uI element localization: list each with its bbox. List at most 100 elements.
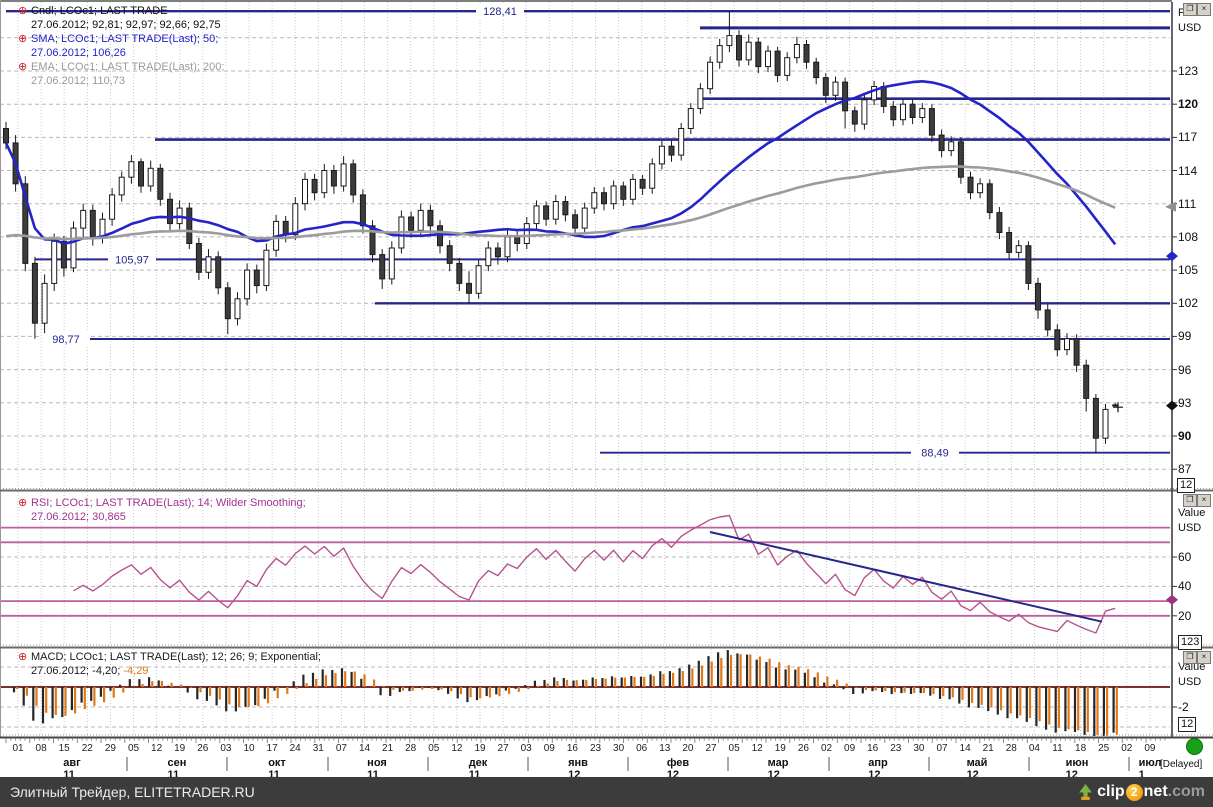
day-tick-label: 29 — [104, 743, 116, 754]
macd-restore-button[interactable]: ❐ — [1183, 651, 1197, 664]
candle — [388, 241, 395, 285]
candle — [687, 103, 694, 134]
sma-line[interactable] — [4, 80, 1117, 246]
axis-marker-diamond — [1166, 594, 1178, 605]
legend-candle[interactable]: ⊕ Cndl; LCOc1; LAST TRADE 27.06.2012; 92,… — [18, 4, 221, 32]
candle — [919, 103, 926, 123]
rsi-close-button[interactable]: × — [1197, 494, 1211, 507]
connection-status-dot — [1186, 738, 1203, 755]
rsi-trendline[interactable] — [709, 531, 1103, 623]
macd-tick-label: -2 — [1178, 700, 1189, 714]
candle — [774, 46, 781, 83]
candle — [851, 106, 858, 132]
logo-word2: net — [1143, 783, 1168, 800]
candle — [244, 263, 251, 306]
axis-marker-arrow — [1165, 201, 1176, 212]
candle — [1006, 226, 1013, 259]
day-tick-label: 16 — [867, 743, 879, 754]
legend-candle-values: 27.06.2012; 92,81; 92,97; 92,66; 92,75 — [31, 19, 221, 31]
candle — [195, 238, 202, 280]
candle — [311, 173, 318, 201]
day-tick-label: 12 — [451, 743, 463, 754]
macd-signal-value: -4,29 — [120, 665, 149, 677]
day-tick-label: 13 — [659, 743, 671, 754]
candle — [128, 155, 135, 184]
month-label: сен 11 — [167, 757, 187, 781]
candle — [215, 251, 222, 295]
month-label: июл 1 — [1138, 757, 1162, 781]
candle — [813, 57, 820, 85]
candle — [80, 203, 87, 238]
candle — [610, 180, 617, 210]
legend-sma[interactable]: ⊕ SMA; LCOc1; LAST TRADE(Last); 50; 27.06… — [18, 32, 218, 60]
price-tick-label: 114 — [1178, 163, 1198, 178]
rsi-corner-box[interactable]: 123 — [1178, 635, 1203, 650]
price-level-label-bg — [42, 332, 90, 346]
legend-sma-values: 27.06.2012; 106,26 — [31, 47, 126, 59]
day-tick-label: 02 — [820, 743, 833, 754]
day-tick-label: 25 — [1098, 743, 1110, 754]
candle — [89, 204, 96, 246]
rsi-tick-label: 60 — [1178, 550, 1192, 564]
logo-tld: .com — [1167, 783, 1205, 800]
price-corner-box[interactable]: 12 — [1177, 478, 1196, 493]
candle — [427, 204, 434, 234]
day-tick-label: 02 — [1121, 743, 1133, 754]
legend-macd[interactable]: ⊕ MACD; LCOc1; LAST TRADE(Last); 12; 26; … — [18, 650, 321, 678]
day-tick-label: 03 — [520, 743, 532, 754]
price-level-label: 105,97 — [115, 254, 149, 266]
rsi-line[interactable] — [73, 514, 1116, 634]
candle — [1092, 394, 1099, 453]
day-tick-label: 16 — [566, 743, 578, 754]
candle — [900, 98, 906, 126]
candle — [51, 233, 58, 292]
legend-macd-title: MACD; LCOc1; LAST TRADE(Last); 12; 26; 9… — [31, 651, 321, 663]
rsi-tick-label: 20 — [1178, 608, 1192, 623]
candle — [668, 140, 675, 162]
clip2net-logo: clip 2 net .com — [1077, 783, 1205, 801]
day-tick-label: 11 — [1052, 743, 1063, 754]
rsi-restore-button[interactable]: ❐ — [1183, 494, 1197, 507]
candle — [456, 257, 463, 292]
day-tick-label: 08 — [35, 743, 47, 754]
day-tick-label: 14 — [959, 743, 971, 754]
day-tick-label: 30 — [913, 743, 925, 754]
price-level-label-bg — [911, 445, 959, 460]
candle — [253, 264, 260, 294]
macd-corner-box[interactable]: 12 — [1178, 717, 1197, 732]
logo-digit: 2 — [1125, 783, 1143, 801]
candle — [167, 192, 173, 231]
macd-close-button[interactable]: × — [1197, 651, 1211, 664]
legend-ema[interactable]: ⊕ EMA; LCOc1; LAST TRADE(Last); 200; 27.0… — [18, 60, 224, 88]
candle — [234, 292, 241, 326]
candle — [716, 38, 723, 69]
price-restore-button[interactable]: ❐ — [1183, 3, 1197, 16]
price-level-label-bg — [476, 4, 524, 19]
candle — [379, 249, 386, 289]
time-tick-row — [5, 738, 1166, 743]
price-level-label: 98,77 — [52, 334, 80, 346]
day-tick-label: 05 — [428, 743, 440, 754]
ema-line[interactable] — [5, 165, 1116, 241]
candle — [41, 274, 48, 334]
rsi-tick-label: 40 — [1178, 579, 1192, 594]
legend-rsi[interactable]: ⊕ RSI; LCOc1; LAST TRADE(Last); 14; Wilde… — [18, 496, 306, 524]
legend-macd-values: 27.06.2012; -4,20; -4,29 — [18, 664, 321, 678]
price-level-label: 128,41 — [483, 6, 517, 18]
day-tick-label: 03 — [220, 743, 232, 754]
candle — [205, 249, 212, 279]
day-tick-label: 19 — [474, 743, 486, 754]
candle — [224, 282, 231, 335]
candle — [871, 81, 878, 106]
price-tick-label: 93 — [1178, 395, 1192, 410]
candle — [359, 189, 366, 234]
month-label: ноя 11 — [367, 757, 387, 781]
candle — [494, 242, 501, 265]
legend-sma-title: SMA; LCOc1; LAST TRADE(Last); 50; — [31, 33, 219, 45]
candle — [138, 158, 144, 193]
legend-candle-title: Cndl; LCOc1; LAST TRADE — [31, 5, 168, 17]
candle — [639, 175, 646, 195]
candle — [861, 94, 868, 130]
price-close-button[interactable]: × — [1197, 3, 1211, 16]
